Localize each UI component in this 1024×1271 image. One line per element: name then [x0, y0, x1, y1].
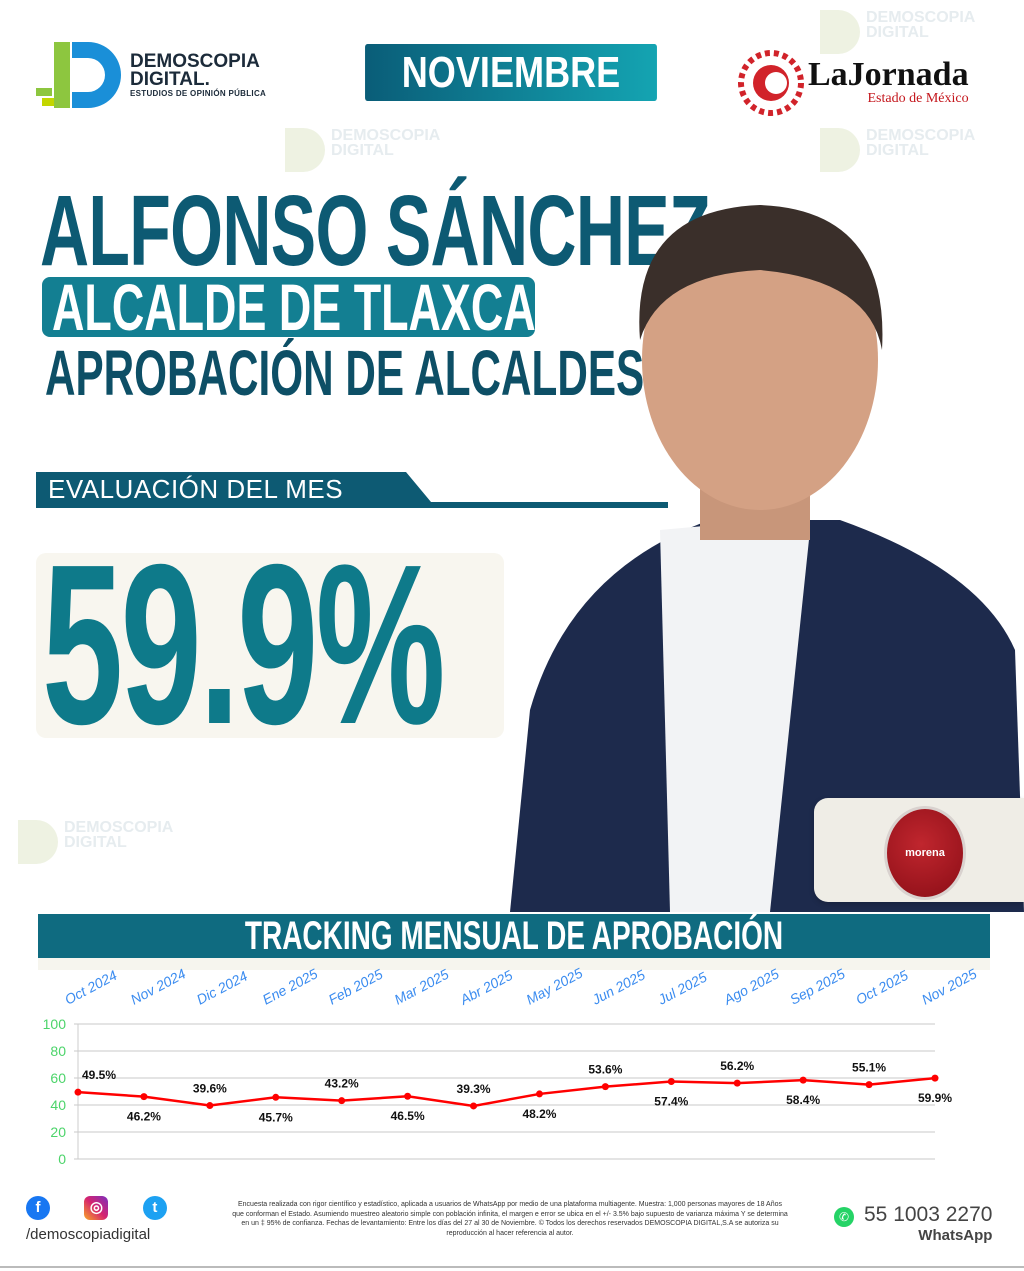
divider [0, 1266, 1024, 1268]
disclaimer: Encuesta realizada con rigor científico … [232, 1201, 788, 1237]
x-tick-label: Ago 2025 [720, 965, 782, 1008]
data-label: 53.6% [588, 1063, 622, 1077]
data-point [733, 1079, 741, 1087]
evaluation-banner: EVALUACIÓN DEL MES [36, 472, 668, 508]
data-label: 48.2% [522, 1107, 556, 1121]
x-tick-label: May 2025 [523, 965, 585, 1008]
data-label: 46.2% [127, 1110, 161, 1124]
data-point [272, 1093, 280, 1101]
data-point [865, 1081, 873, 1089]
whatsapp-label: WhatsApp [918, 1227, 993, 1244]
watermark: DEMOSCOPIA DIGITAL [18, 820, 173, 864]
brand-name: DEMOSCOPIA [130, 50, 260, 72]
data-point [535, 1090, 543, 1098]
data-label: 46.5% [391, 1109, 425, 1123]
y-tick-label: 40 [50, 1097, 66, 1113]
social-block: f ◎ t /demoscopiadigital [26, 1196, 197, 1243]
data-point [74, 1088, 82, 1096]
facebook-icon[interactable]: f [26, 1196, 50, 1220]
chart-title: TRACKING MENSUAL DE APROBACIÓN [244, 914, 784, 958]
la-jornada-logo: LaJornada Estado de México [738, 50, 969, 116]
y-tick-label: 60 [50, 1070, 66, 1086]
evaluation-label: EVALUACIÓN DEL MES [48, 474, 344, 504]
data-label: 49.5% [82, 1068, 116, 1082]
watermark: DEMOSCOPIA DIGITAL [820, 10, 975, 54]
data-label: 58.4% [786, 1093, 820, 1107]
data-point [338, 1097, 346, 1105]
watermark: DEMOSCOPIA DIGITAL [820, 128, 975, 172]
x-tick-label: Nov 2024 [128, 965, 189, 1007]
month-badge: NOVIEMBRE 2025 [365, 44, 657, 155]
x-tick-label: Ene 2025 [260, 965, 321, 1007]
data-point [601, 1083, 609, 1091]
brand-name-2: DIGITAL. [130, 68, 210, 90]
evaluation-box [36, 553, 504, 738]
person-name: ALFONSO SÁNCHEZ [40, 175, 710, 287]
partner-name: LaJornada [808, 56, 969, 93]
data-point [667, 1078, 675, 1086]
data-label: 45.7% [259, 1110, 293, 1124]
data-label: 43.2% [325, 1077, 359, 1091]
x-tick-label: Dic 2024 [194, 967, 250, 1007]
x-tick-label: Abr 2025 [457, 967, 516, 1008]
y-tick-label: 100 [43, 1016, 67, 1032]
watermark: DEMOSCOPIA DIGITAL [285, 128, 440, 172]
tracking-header: TRACKING MENSUAL DE APROBACIÓN [38, 914, 990, 958]
data-label: 39.3% [457, 1082, 491, 1096]
data-label: 39.6% [193, 1082, 227, 1096]
brand-tagline: ESTUDIOS DE OPINIÓN PÚBLICA [130, 88, 267, 98]
data-point [470, 1102, 478, 1110]
instagram-icon[interactable]: ◎ [84, 1196, 109, 1220]
tracking-header-band [38, 958, 990, 970]
x-tick-label: Jun 2025 [588, 966, 647, 1008]
party-badge: morena [814, 798, 1024, 902]
data-point [206, 1102, 214, 1110]
data-point [140, 1093, 148, 1101]
sun-icon [738, 50, 804, 116]
data-point [799, 1076, 807, 1084]
x-tick-label: Nov 2025 [919, 965, 980, 1007]
role-text: ALCALDE DE TLAXCALA [52, 270, 596, 344]
y-tick-label: 0 [58, 1151, 66, 1167]
x-tick-label: Feb 2025 [326, 966, 386, 1008]
logo-d-icon [36, 42, 121, 108]
morena-logo: morena [884, 806, 966, 900]
whatsapp-icon: ✆ [834, 1206, 854, 1227]
partner-subtitle: Estado de México [867, 91, 969, 106]
evaluation-value: 59.9% [42, 518, 446, 772]
phone-number: 55 1003 2270 [864, 1203, 993, 1226]
role-badge: ALCALDE DE TLAXCALA [42, 274, 596, 340]
x-tick-label: Oct 2025 [853, 967, 911, 1008]
social-handle[interactable]: /demoscopiadigital [26, 1226, 151, 1243]
tracking-chart: 0 20 40 60 80 100 Oct 2024 Nov 2024 Dic 2024 Ene … [43, 965, 980, 1167]
data-point [404, 1092, 412, 1100]
whatsapp-contact[interactable]: ✆ 55 1003 2270 WhatsApp [834, 1203, 992, 1244]
x-tick-label: Oct 2024 [62, 967, 120, 1008]
x-tick-label: Sep 2025 [787, 965, 848, 1007]
data-point [931, 1074, 939, 1082]
x-tick-label: Mar 2025 [392, 966, 452, 1008]
series-line [77, 1076, 936, 1108]
survey-subtitle: APROBACIÓN DE ALCALDES [45, 337, 645, 409]
data-label: 56.2% [720, 1059, 754, 1073]
y-tick-label: 80 [50, 1043, 66, 1059]
demoscopia-logo: DEMOSCOPIA DIGITAL. ESTUDIOS DE OPINIÓN … [36, 42, 266, 108]
data-label: 57.4% [654, 1095, 688, 1109]
data-label: 55.1% [852, 1061, 886, 1075]
y-tick-label: 20 [50, 1124, 66, 1140]
x-tick-label: Jul 2025 [654, 969, 709, 1009]
twitter-icon[interactable]: t [142, 1196, 167, 1220]
data-label: 59.9% [918, 1091, 952, 1105]
